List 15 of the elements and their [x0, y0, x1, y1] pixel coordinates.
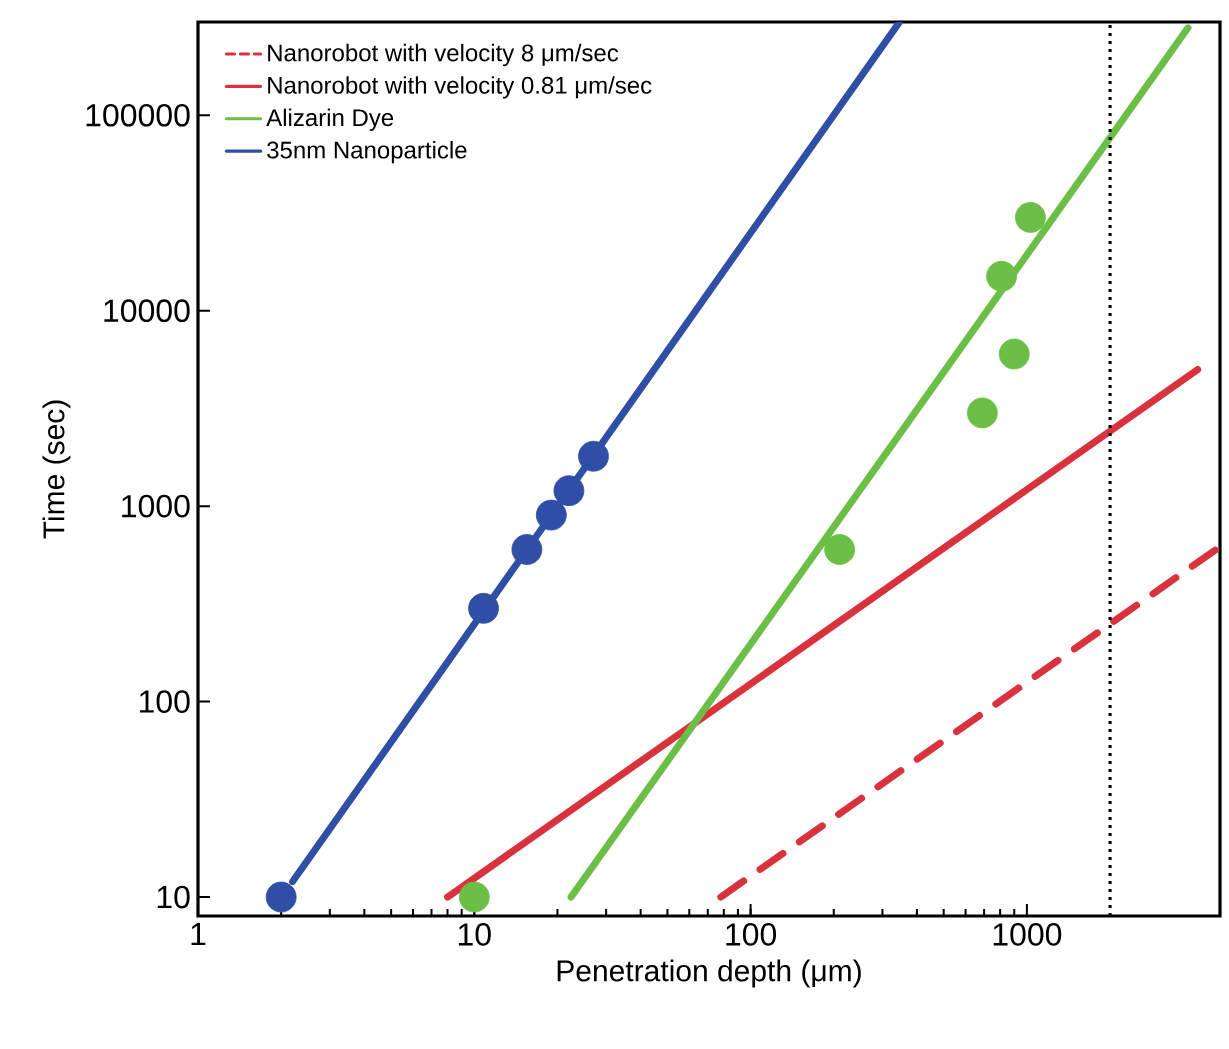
y-tick-label: 1000: [122, 494, 190, 518]
legend-label: Nanorobot with velocity 8 μm/sec: [268, 43, 619, 67]
x-tick-label: 1000: [993, 923, 1062, 946]
legend-label: Nanorobot with velocity 0.81 μm/sec: [268, 76, 652, 99]
x-tick-label: 1: [191, 923, 206, 946]
y-tick-label: 10: [157, 885, 190, 909]
y-axis-title: Time (sec): [42, 400, 71, 539]
y-tick-label: 10000: [104, 299, 190, 323]
legend-label: 35nm Nanoparticle: [267, 140, 467, 164]
x-tick-label: 100: [726, 923, 777, 946]
x-tick-label: 10: [458, 923, 491, 946]
y-tick-label: 100: [139, 690, 190, 713]
x-axis-title: Penetration depth (μm): [557, 959, 861, 988]
y-tick-label: 100000: [86, 103, 190, 127]
legend-label: Alizarin Dye: [266, 108, 394, 131]
